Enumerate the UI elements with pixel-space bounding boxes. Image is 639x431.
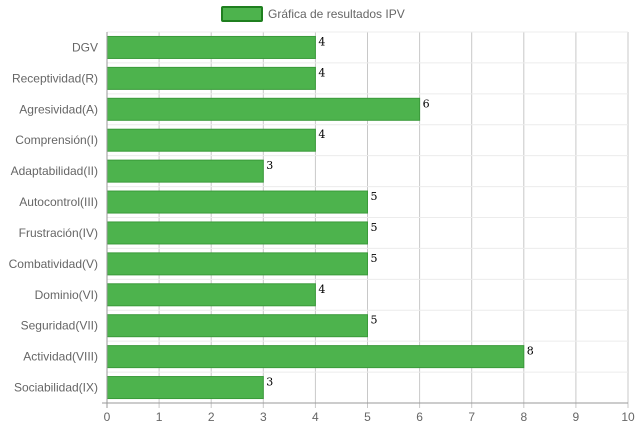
x-tick-label: 0 — [104, 410, 111, 424]
category-label: Receptividad(R) — [12, 71, 98, 85]
category-label: Dominio(VI) — [35, 288, 98, 302]
category-label: Seguridad(VII) — [21, 319, 98, 333]
x-tick-label: 9 — [573, 410, 580, 424]
category-label: Frustración(IV) — [19, 226, 98, 240]
legend[interactable]: Gráfica de resultados IPV — [221, 6, 405, 22]
grid — [158, 32, 629, 408]
bar[interactable] — [106, 128, 316, 152]
data-label: 5 — [371, 190, 378, 203]
data-label: 3 — [266, 376, 273, 389]
bar[interactable] — [106, 221, 368, 245]
data-label: 5 — [371, 314, 378, 327]
bars — [106, 35, 525, 400]
bar[interactable] — [106, 97, 421, 121]
x-tick-label: 7 — [468, 410, 475, 424]
x-tick-label: 3 — [260, 410, 267, 424]
bar[interactable] — [106, 66, 316, 90]
data-label: 5 — [371, 221, 378, 234]
x-axis-tick-labels: 0 1 2 3 4 5 6 7 8 9 10 — [104, 410, 635, 424]
legend-swatch — [221, 6, 263, 22]
data-label: 5 — [371, 252, 378, 265]
category-label: Combatividad(V) — [9, 257, 98, 271]
category-labels: DGV Receptividad(R) Agresividad(A) Comprens… — [9, 40, 98, 394]
bar[interactable] — [106, 159, 264, 183]
category-label: Autocontrol(III) — [19, 195, 98, 209]
category-label: Agresividad(A) — [19, 102, 98, 116]
x-tick-label: 5 — [364, 410, 371, 424]
bar[interactable] — [106, 283, 316, 307]
legend-label: Gráfica de resultados IPV — [268, 7, 405, 21]
category-label: Actividad(VIII) — [23, 350, 98, 364]
category-label: DGV — [72, 40, 98, 54]
data-label: 4 — [318, 283, 325, 296]
x-tick-label: 4 — [312, 410, 319, 424]
category-label: Comprensión(I) — [15, 133, 98, 147]
x-tick-label: 10 — [621, 410, 635, 424]
data-label: 4 — [318, 66, 325, 79]
bar[interactable] — [106, 252, 368, 276]
data-label: 6 — [423, 97, 430, 110]
data-label: 3 — [266, 159, 273, 172]
bar[interactable] — [106, 314, 368, 338]
data-label: 8 — [527, 345, 534, 358]
category-label: Adaptabilidad(II) — [11, 164, 98, 178]
bar[interactable] — [106, 345, 525, 369]
category-label: Sociabilidad(IX) — [14, 381, 98, 395]
data-label: 4 — [318, 128, 325, 141]
bar[interactable] — [106, 190, 368, 214]
data-labels: 4 4 6 4 3 5 5 5 4 5 8 3 — [266, 35, 534, 388]
x-tick-label: 1 — [156, 410, 163, 424]
x-tick-label: 6 — [416, 410, 423, 424]
bar[interactable] — [106, 376, 264, 400]
data-label: 4 — [318, 35, 325, 48]
x-tick-label: 2 — [208, 410, 215, 424]
x-tick-label: 8 — [520, 410, 527, 424]
bar[interactable] — [106, 35, 316, 59]
